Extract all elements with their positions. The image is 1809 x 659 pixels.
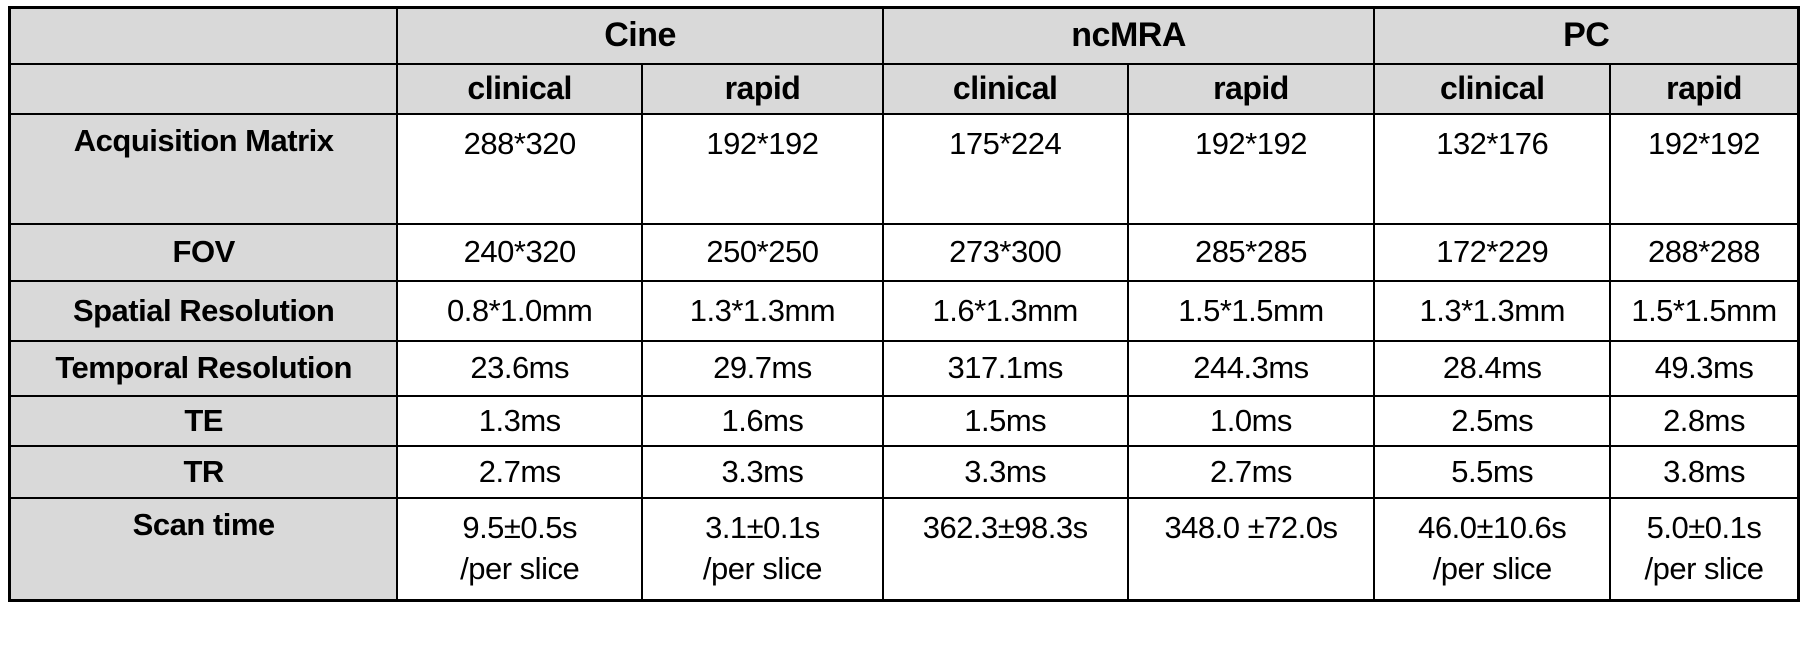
table-cell: 285*285: [1126, 222, 1376, 282]
table-row-temporal-resolution: Temporal Resolution 23.6ms 29.7ms 317.1m…: [8, 339, 1800, 397]
table-cell: 240*320: [396, 222, 644, 282]
corner-cell: [8, 6, 399, 65]
table-cell: 23.6ms: [396, 339, 644, 397]
table-cell: 250*250: [641, 222, 884, 282]
table-cell: 132*176: [1373, 112, 1612, 225]
row-label: TE: [8, 394, 399, 447]
mri-parameters-table: Cine ncMRA PC clinical rapid clinical ra…: [8, 6, 1800, 602]
table-cell: 1.5*1.5mm: [1126, 279, 1376, 342]
table-cell: 273*300: [881, 222, 1129, 282]
table-cell: 3.3ms: [641, 444, 884, 499]
table-cell: 1.6ms: [641, 394, 884, 447]
row-label: Spatial Resolution: [8, 279, 399, 342]
table-cell: 175*224: [881, 112, 1129, 225]
row-label: Scan time: [8, 496, 399, 602]
column-group-cine: Cine: [396, 6, 884, 65]
table-cell: 1.0ms: [1126, 394, 1376, 447]
table-cell: 192*192: [641, 112, 884, 225]
table-cell: 0.8*1.0mm: [396, 279, 644, 342]
table-cell: 288*288: [1609, 222, 1800, 282]
table-cell: 244.3ms: [1126, 339, 1376, 397]
row-label: Temporal Resolution: [8, 339, 399, 397]
table-cell: 3.3ms: [881, 444, 1129, 499]
table-row-scan-time: Scan time 9.5±0.5s /per slice 3.1±0.1s /…: [8, 496, 1800, 602]
table-row-acquisition-matrix: Acquisition Matrix 288*320 192*192 175*2…: [8, 112, 1800, 225]
table-cell: 2.8ms: [1609, 394, 1800, 447]
table-cell: 2.5ms: [1373, 394, 1612, 447]
row-label: FOV: [8, 222, 399, 282]
row-label: Acquisition Matrix: [8, 112, 399, 225]
subheader-cine-rapid: rapid: [641, 62, 884, 115]
table-cell: 1.3ms: [396, 394, 644, 447]
group-header-row: Cine ncMRA PC: [8, 6, 1800, 65]
table-cell: 317.1ms: [881, 339, 1129, 397]
table-cell: 172*229: [1373, 222, 1612, 282]
table-cell: 348.0 ±72.0s: [1126, 496, 1376, 602]
table-cell: 1.3*1.3mm: [641, 279, 884, 342]
table-row-fov: FOV 240*320 250*250 273*300 285*285 172*…: [8, 222, 1800, 282]
subheader-ncmra-clinical: clinical: [881, 62, 1129, 115]
table-cell: 49.3ms: [1609, 339, 1800, 397]
column-group-ncmra: ncMRA: [881, 6, 1376, 65]
table-cell: 1.3*1.3mm: [1373, 279, 1612, 342]
subheader-pc-clinical: clinical: [1373, 62, 1612, 115]
table-cell: 1.6*1.3mm: [881, 279, 1129, 342]
table-cell: 1.5ms: [881, 394, 1129, 447]
table-row-spatial-resolution: Spatial Resolution 0.8*1.0mm 1.3*1.3mm 1…: [8, 279, 1800, 342]
table-cell: 5.0±0.1s /per slice: [1609, 496, 1800, 602]
subheader-pc-rapid: rapid: [1609, 62, 1800, 115]
row-label: TR: [8, 444, 399, 499]
table-cell: 288*320: [396, 112, 644, 225]
table-row-tr: TR 2.7ms 3.3ms 3.3ms 2.7ms 5.5ms 3.8ms: [8, 444, 1800, 499]
table-cell: 3.1±0.1s /per slice: [641, 496, 884, 602]
table-cell: 1.5*1.5mm: [1609, 279, 1800, 342]
table-cell: 28.4ms: [1373, 339, 1612, 397]
table-cell: 29.7ms: [641, 339, 884, 397]
table-cell: 2.7ms: [396, 444, 644, 499]
subheader-ncmra-rapid: rapid: [1126, 62, 1376, 115]
table-cell: 362.3±98.3s: [881, 496, 1129, 602]
table-cell: 9.5±0.5s /per slice: [396, 496, 644, 602]
corner-cell-2: [8, 62, 399, 115]
table-cell: 46.0±10.6s /per slice: [1373, 496, 1612, 602]
table-cell: 3.8ms: [1609, 444, 1800, 499]
subheader-cine-clinical: clinical: [396, 62, 644, 115]
table-cell: 192*192: [1609, 112, 1800, 225]
column-group-pc: PC: [1373, 6, 1800, 65]
table-cell: 5.5ms: [1373, 444, 1612, 499]
table-cell: 2.7ms: [1126, 444, 1376, 499]
table-cell: 192*192: [1126, 112, 1376, 225]
table-row-te: TE 1.3ms 1.6ms 1.5ms 1.0ms 2.5ms 2.8ms: [8, 394, 1800, 447]
sub-header-row: clinical rapid clinical rapid clinical r…: [8, 62, 1800, 115]
